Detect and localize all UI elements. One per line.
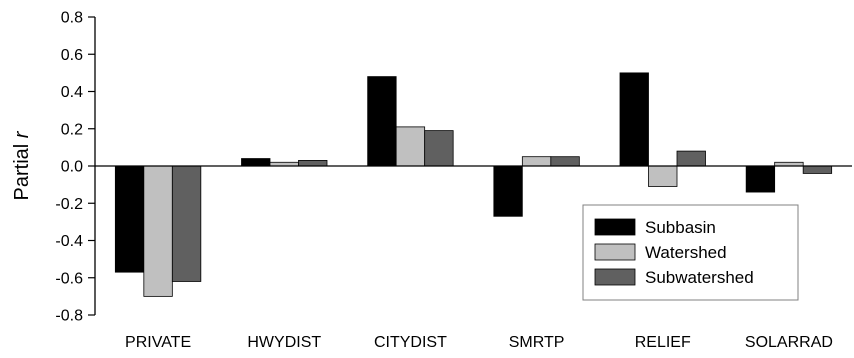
- legend: Subbasin Watershed Subwatershed: [582, 204, 799, 301]
- x-tick-label: CITYDIST: [374, 334, 447, 351]
- legend-label-subbasin: Subbasin: [645, 218, 716, 237]
- bar-solarrad-subbasin: [745, 165, 776, 193]
- y-tick-label: -0.6: [55, 270, 83, 287]
- bar-smrtp-subbasin: [493, 165, 523, 217]
- x-tick-label: HWYDIST: [247, 334, 321, 351]
- legend-swatch-subwatershed: [594, 268, 636, 286]
- bar-solarrad-subwatershed: [802, 165, 833, 174]
- bar-relief-subwatershed: [676, 150, 706, 167]
- y-axis-title-text: Partial: [11, 144, 33, 201]
- ticks-layer: -0.8 -0.6 -0.4 -0.2 0.0 0.2 0.4 0.6 0.8 PRIVATE HW…: [55, 10, 833, 352]
- legend-swatch-watershed: [594, 243, 636, 261]
- bar-citydist-watershed: [395, 126, 426, 167]
- y-tick-label: -0.8: [55, 308, 83, 325]
- x-tick-label: SMRTP: [509, 334, 565, 351]
- y-tick-label: 0.8: [61, 10, 83, 27]
- legend-swatch-subbasin: [594, 218, 636, 236]
- bar-smrtp-watershed: [521, 156, 552, 167]
- x-tick-label: PRIVATE: [125, 334, 191, 351]
- y-tick-label: -0.2: [55, 196, 83, 213]
- y-tick-label: -0.4: [55, 233, 83, 250]
- y-tick-label: 0.0: [61, 159, 83, 176]
- bar-hwydist-subbasin: [241, 158, 271, 167]
- bar-citydist-subbasin: [367, 76, 397, 167]
- y-tick-label: 0.6: [61, 47, 83, 64]
- bar-relief-watershed: [648, 165, 678, 187]
- bar-private-watershed: [143, 165, 173, 297]
- x-tick-label: SOLARRAD: [745, 334, 833, 351]
- x-tick-label: RELIEF: [635, 334, 691, 351]
- legend-label-watershed: Watershed: [645, 243, 727, 262]
- bar-hwydist-subwatershed: [298, 160, 328, 167]
- bar-relief-subbasin: [619, 72, 649, 167]
- y-tick-label: 0.2: [61, 121, 83, 138]
- bar-private-subbasin: [114, 165, 145, 273]
- bar-private-subwatershed: [171, 165, 202, 282]
- bar-citydist-subwatershed: [424, 130, 454, 167]
- y-axis-title: Partial r: [11, 130, 33, 200]
- bar-smrtp-subwatershed: [550, 156, 580, 167]
- legend-label-subwatershed: Subwatershed: [645, 268, 754, 287]
- y-tick-label: 0.4: [61, 84, 83, 101]
- y-axis-title-italic: r: [11, 130, 33, 138]
